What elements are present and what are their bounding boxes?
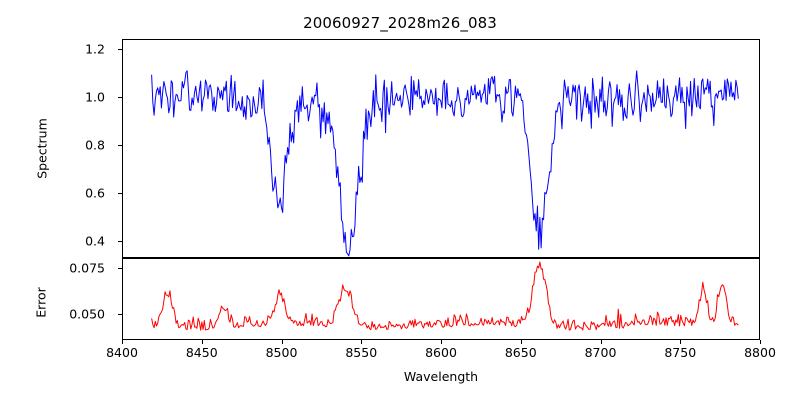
x-tick-mark (281, 340, 283, 344)
spectrum-y-tick-label: 0.6 (85, 185, 105, 201)
x-tick-mark (201, 340, 203, 344)
spectrum-y-tick-mark (118, 144, 122, 147)
x-tick-label: 8550 (345, 345, 378, 360)
x-tick-mark (441, 340, 443, 344)
spectrum-plot-area (123, 40, 759, 257)
x-tick-label: 8650 (504, 345, 537, 360)
spectrum-panel (122, 39, 760, 258)
error-panel (122, 258, 760, 340)
spectrum-y-tick-mark (118, 48, 122, 50)
x-tick-mark (520, 340, 522, 344)
spectrum-axis-label: Spectrum (34, 118, 50, 179)
spectrum-y-tick-labels: 0.4 0.6 0.8 1.0 1.2 (0, 39, 112, 258)
x-tick-mark (680, 340, 682, 344)
spectrum-y-tick-label: 0.4 (85, 233, 105, 249)
spectrum-y-tick-label: 1.2 (85, 41, 105, 57)
error-y-tick-label: 0.075 (69, 260, 105, 276)
error-trace (152, 262, 739, 330)
spectrum-y-tick-label: 0.8 (85, 137, 105, 153)
error-y-tick-label: 0.050 (69, 306, 105, 322)
spectrum-y-tick-mark (118, 96, 122, 98)
spectrum-y-tick-label: 1.0 (85, 89, 105, 105)
error-y-tick-labels: 0.050 0.075 (0, 258, 112, 340)
x-axis-label: Wavelength (403, 369, 479, 384)
spectrum-y-tick-mark (118, 193, 122, 195)
error-y-tick-mark (118, 314, 122, 316)
x-tick-label: 8500 (265, 345, 298, 360)
spectrum-y-tick-mark (118, 241, 122, 243)
x-tick-label: 8750 (664, 345, 697, 360)
x-tick-label: 8800 (744, 345, 776, 360)
x-tick-mark (600, 340, 602, 344)
x-tick-label: 8400 (106, 345, 138, 360)
error-axis-label: Error (33, 287, 49, 318)
x-tick-mark (122, 340, 124, 344)
x-tick-label: 8600 (425, 345, 457, 360)
x-tick-mark (361, 340, 363, 344)
x-tick-mark (760, 340, 762, 344)
chart-title: 20060927_2028m26_083 (303, 14, 497, 32)
error-y-tick-mark (118, 268, 122, 270)
x-tick-label: 8450 (185, 345, 218, 360)
spectrum-trace (152, 71, 739, 256)
error-plot-area (123, 259, 759, 339)
x-tick-label: 8700 (584, 345, 617, 360)
